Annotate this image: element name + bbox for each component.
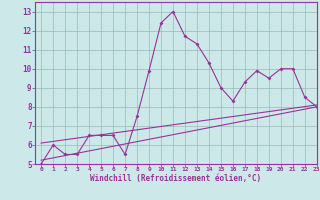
X-axis label: Windchill (Refroidissement éolien,°C): Windchill (Refroidissement éolien,°C) <box>91 174 261 183</box>
